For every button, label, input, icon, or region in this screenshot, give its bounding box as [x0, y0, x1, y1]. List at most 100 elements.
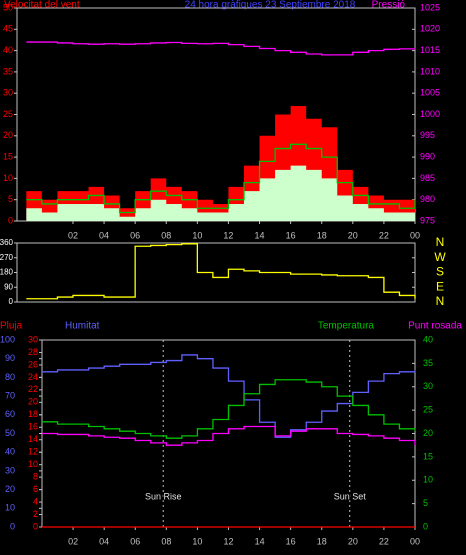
- x-tick-label: 06: [130, 536, 140, 546]
- y3-tick-label: 60: [5, 409, 15, 419]
- x-tick-label: 16: [286, 230, 296, 240]
- y-tick-label: 270: [0, 253, 14, 262]
- x-tick-label: 14: [255, 230, 265, 240]
- y2-tick-label: 1000: [420, 109, 440, 119]
- y3-tick-label: 90: [5, 353, 15, 363]
- y-tick-label: 0: [33, 521, 38, 531]
- x-tick-label: 10: [192, 230, 202, 240]
- x-tick-label: 12: [223, 536, 233, 546]
- legend-label: Humitat: [65, 321, 100, 332]
- x-tick-label: 22: [379, 230, 389, 240]
- y-tick-label: 40: [3, 45, 13, 55]
- legend-label: Velocitat del vent: [4, 0, 80, 11]
- series-area: [26, 105, 415, 221]
- y-tick-label: 25: [3, 109, 13, 119]
- series-line: [42, 379, 416, 439]
- y3-tick-label: 10: [5, 503, 15, 513]
- y3-tick-label: 40: [5, 447, 15, 457]
- y2-tick-label: S: [436, 265, 444, 279]
- series-line: [26, 143, 416, 214]
- y2-tick-label: 20: [423, 428, 433, 438]
- y-tick-label: 35: [3, 66, 13, 76]
- y-tick-label: 180: [0, 268, 14, 277]
- y3-tick-label: 80: [5, 372, 15, 382]
- y-tick-label: 22: [28, 384, 38, 394]
- series-area: [26, 165, 415, 221]
- y-tick-label: 0: [8, 215, 13, 225]
- y2-tick-label: 1020: [420, 24, 440, 34]
- x-tick-label: 18: [317, 536, 327, 546]
- x-tick-label: 04: [99, 536, 109, 546]
- y2-tick-label: 40: [423, 334, 433, 344]
- y2-tick-label: 15: [423, 451, 433, 461]
- x-tick-label: 00: [410, 230, 420, 240]
- y2-tick-label: 10: [423, 475, 433, 485]
- annotation: Sun Rise: [145, 491, 182, 501]
- y2-tick-label: 1010: [420, 66, 440, 76]
- y-tick-label: 14: [28, 434, 38, 444]
- series-line: [42, 354, 416, 438]
- x-tick-label: 22: [379, 536, 389, 546]
- y2-tick-label: 985: [420, 173, 435, 183]
- x-tick-label: 18: [317, 230, 327, 240]
- y2-tick-label: 980: [420, 194, 435, 204]
- y-tick-label: 45: [3, 24, 13, 34]
- y2-tick-label: 995: [420, 130, 435, 140]
- y-tick-label: 12: [28, 447, 38, 457]
- y3-tick-label: 50: [5, 428, 15, 438]
- y2-tick-label: 25: [423, 405, 433, 415]
- x-tick-label: 16: [286, 536, 296, 546]
- y-tick-label: 90: [4, 282, 13, 291]
- x-tick-label: 02: [68, 230, 78, 240]
- y-tick-label: 30: [3, 88, 13, 98]
- x-tick-label: 12: [223, 230, 233, 240]
- y2-tick-label: 30: [423, 381, 433, 391]
- series-line: [42, 425, 416, 446]
- annotation: Sun Set: [334, 491, 367, 501]
- chart-title: 24 hora gràfiques 23 Septiembre 2018: [185, 0, 356, 11]
- x-tick-label: 10: [192, 536, 202, 546]
- x-tick-label: 06: [130, 230, 140, 240]
- y-tick-label: 6: [33, 484, 38, 494]
- y2-tick-label: 975: [420, 215, 435, 225]
- x-tick-label: 20: [348, 230, 358, 240]
- y-tick-label: 10: [28, 459, 38, 469]
- y2-tick-label: N: [436, 294, 445, 308]
- x-tick-label: 04: [99, 230, 109, 240]
- y2-tick-label: E: [436, 279, 444, 293]
- y-tick-label: 50: [3, 2, 13, 12]
- y-tick-label: 8: [33, 472, 38, 482]
- plot-frame: [16, 242, 416, 303]
- y-tick-label: 18: [28, 409, 38, 419]
- y-tick-label: 20: [3, 130, 13, 140]
- x-tick-label: 08: [161, 230, 171, 240]
- y-tick-label: 26: [28, 359, 38, 369]
- y2-tick-label: 1015: [420, 45, 440, 55]
- legend-label: Temperatura: [318, 321, 375, 332]
- y3-tick-label: 0: [10, 521, 15, 531]
- y-tick-label: 4: [33, 496, 38, 506]
- legend-label: Pluja: [0, 321, 23, 332]
- y-tick-label: 30: [28, 334, 38, 344]
- y-tick-label: 20: [28, 397, 38, 407]
- y-tick-label: 24: [28, 372, 38, 382]
- series-line: [26, 243, 416, 300]
- y2-tick-label: 5: [423, 498, 428, 508]
- y-tick-label: 10: [3, 173, 13, 183]
- y-tick-label: 2: [33, 509, 38, 519]
- y2-tick-label: N: [436, 235, 445, 249]
- x-tick-label: 00: [410, 536, 420, 546]
- x-tick-label: 02: [68, 536, 78, 546]
- y-tick-label: 28: [28, 347, 38, 357]
- legend-label: Pressió: [372, 0, 406, 11]
- y-tick-label: 360: [0, 238, 14, 247]
- legend-label: Punt rosada: [408, 321, 462, 332]
- y3-tick-label: 70: [5, 390, 15, 400]
- y2-tick-label: 1025: [420, 2, 440, 12]
- y2-tick-label: 0: [423, 521, 428, 531]
- y-tick-label: 16: [28, 422, 38, 432]
- x-tick-label: 20: [348, 536, 358, 546]
- y-tick-label: 0: [9, 297, 14, 306]
- y3-tick-label: 20: [5, 484, 15, 494]
